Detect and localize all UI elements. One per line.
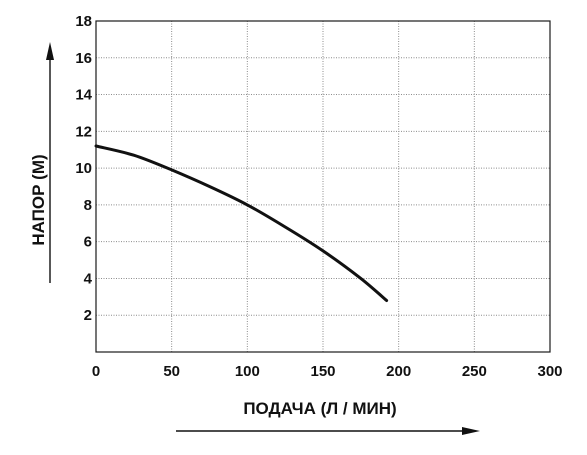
y-tick-label-6: 6 <box>84 234 92 251</box>
y-tick-label-12: 12 <box>75 123 92 140</box>
x-axis-title: ПОДАЧА (Л / МИН) <box>243 399 396 418</box>
plot-border <box>95 20 551 353</box>
y-tick-label-8: 8 <box>84 197 92 214</box>
x-tick-label-300: 300 <box>537 363 562 380</box>
x-tick-label-100: 100 <box>235 363 260 380</box>
y-tick-label-4: 4 <box>84 270 93 287</box>
tick-labels: 0 50 100 150 200 250 300 2 4 6 8 10 12 14 16 18 <box>75 13 562 380</box>
plot-frame <box>95 20 551 353</box>
y-axis-title: НАПОР (М) <box>29 154 48 245</box>
curve-layer <box>94 144 389 302</box>
x-tick-label-250: 250 <box>462 363 487 380</box>
x-axis-arrow-head <box>462 427 480 435</box>
x-tick-label-0: 0 <box>92 363 100 380</box>
y-tick-label-18: 18 <box>75 13 92 30</box>
x-tick-label-50: 50 <box>163 363 180 380</box>
y-tick-label-16: 16 <box>75 50 92 67</box>
y-axis-arrow-head <box>46 42 54 60</box>
head-flow-curve-0 <box>94 144 389 302</box>
x-tick-label-150: 150 <box>310 363 335 380</box>
x-tick-label-200: 200 <box>386 363 411 380</box>
y-tick-label-2: 2 <box>84 307 92 324</box>
y-tick-label-14: 14 <box>75 87 92 104</box>
y-tick-label-10: 10 <box>75 160 92 177</box>
grid-lines <box>96 21 550 352</box>
